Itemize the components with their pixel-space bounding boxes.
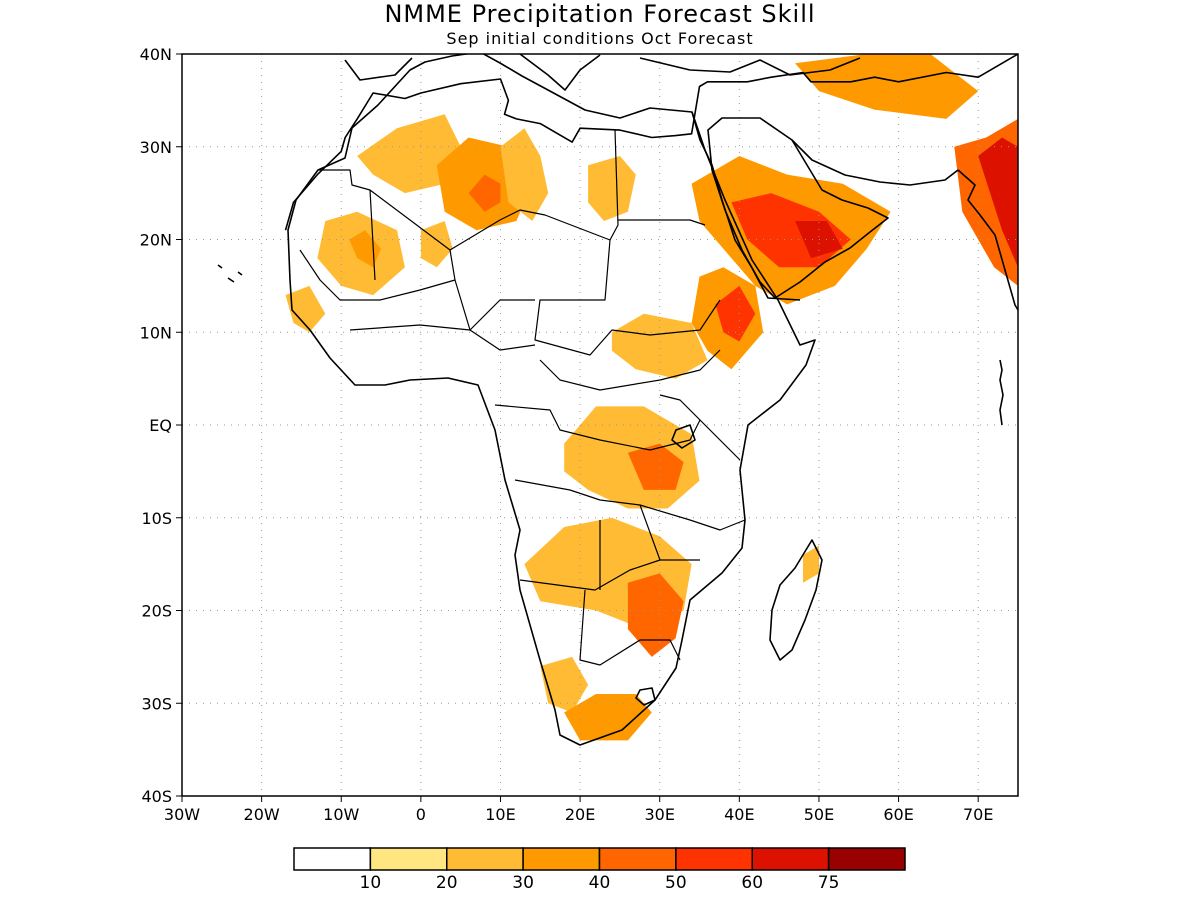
skill-region-sudan-ssudan bbox=[611, 313, 708, 379]
x-tick-label: 0 bbox=[416, 805, 426, 824]
asia-coastline bbox=[791, 139, 959, 186]
colorbar-label: 20 bbox=[436, 873, 458, 893]
skill-region-egypt bbox=[588, 156, 636, 221]
arabia-coastline bbox=[707, 117, 889, 299]
madagascar-coastline bbox=[769, 539, 823, 661]
colorbar-label: 30 bbox=[512, 873, 534, 893]
lake-victoria bbox=[671, 424, 696, 449]
india-coastline bbox=[957, 169, 1018, 311]
x-tick-label: 70E bbox=[963, 805, 993, 824]
x-tick-label: 50E bbox=[804, 805, 834, 824]
colorbar-swatch bbox=[751, 847, 830, 871]
x-tick-label: 20W bbox=[244, 805, 280, 824]
colorbar-label: 10 bbox=[360, 873, 382, 893]
canary-islands bbox=[217, 264, 243, 283]
country-borders bbox=[299, 129, 746, 666]
x-tick-label: 10E bbox=[485, 805, 515, 824]
graticule bbox=[182, 54, 1018, 796]
y-tick-label: 10N bbox=[140, 323, 172, 342]
skill-region-india-core bbox=[978, 137, 1018, 268]
lesotho-outline bbox=[635, 687, 656, 706]
land-outlines bbox=[217, 54, 1018, 746]
map-title: NMME Precipitation Forecast Skill bbox=[384, 0, 815, 28]
skill-region-west-coast bbox=[285, 285, 326, 333]
north-coastline bbox=[284, 54, 1018, 231]
colorbar-label: 40 bbox=[589, 873, 611, 893]
colorbar-swatch bbox=[827, 847, 906, 871]
skill-region-madagascar-spot bbox=[803, 545, 819, 583]
colorbar-swatch bbox=[369, 847, 448, 871]
y-tick-label: 20N bbox=[140, 231, 172, 250]
y-tick-label: 40N bbox=[140, 45, 172, 64]
x-tick-label: 20E bbox=[565, 805, 595, 824]
y-tick-label: EQ bbox=[149, 416, 172, 435]
skill-region-niger-spot bbox=[420, 221, 453, 268]
x-tick-label: 60E bbox=[883, 805, 913, 824]
colorbar-swatch bbox=[598, 847, 677, 871]
red-sea-coastline bbox=[691, 111, 801, 301]
skill-region-south-africa-s bbox=[564, 694, 652, 741]
skill-shading-layer bbox=[285, 54, 1018, 741]
colorbar-swatch bbox=[522, 847, 601, 871]
axis-ticks: 30W 20W 10W 0 10E 20E 30E 40E 50E 60E 70E 40N 30N 20N… bbox=[140, 45, 994, 824]
colorbar-swatch bbox=[675, 847, 753, 871]
colorbar-swatch bbox=[446, 847, 524, 871]
skill-region-libya-chad bbox=[500, 128, 549, 221]
x-tick-label: 30E bbox=[644, 805, 674, 824]
europe-coastline bbox=[344, 54, 861, 91]
x-tick-label: 40E bbox=[724, 805, 754, 824]
colorbar-label: 50 bbox=[665, 873, 687, 893]
y-tick-label: 40S bbox=[141, 787, 172, 806]
skill-region-ethiopia-core bbox=[715, 285, 756, 342]
y-tick-label: 10S bbox=[141, 509, 172, 528]
skill-region-zim-moz bbox=[627, 573, 684, 657]
x-tick-label: 10W bbox=[323, 805, 359, 824]
colorbar-label: 60 bbox=[741, 873, 763, 893]
skill-region-tz-core bbox=[627, 443, 684, 490]
colorbar-label: 75 bbox=[818, 873, 840, 893]
y-tick-label: 30N bbox=[140, 138, 172, 157]
skill-region-algeria-core bbox=[468, 174, 501, 212]
x-tick-label: 30W bbox=[164, 805, 200, 824]
maldives-islands bbox=[999, 359, 1004, 426]
skill-region-nw-sahara bbox=[357, 114, 461, 194]
skill-region-iran-north bbox=[795, 54, 979, 119]
y-tick-label: 30S bbox=[141, 694, 172, 713]
map-subtitle: Sep initial conditions Oct Forecast bbox=[446, 29, 753, 48]
y-tick-label: 20S bbox=[141, 602, 172, 621]
skill-region-arabia-max bbox=[795, 221, 843, 259]
colorbar-swatch bbox=[293, 847, 372, 871]
colorbar: 10 20 30 40 50 60 75 bbox=[293, 847, 906, 893]
africa-coastline bbox=[287, 54, 816, 746]
